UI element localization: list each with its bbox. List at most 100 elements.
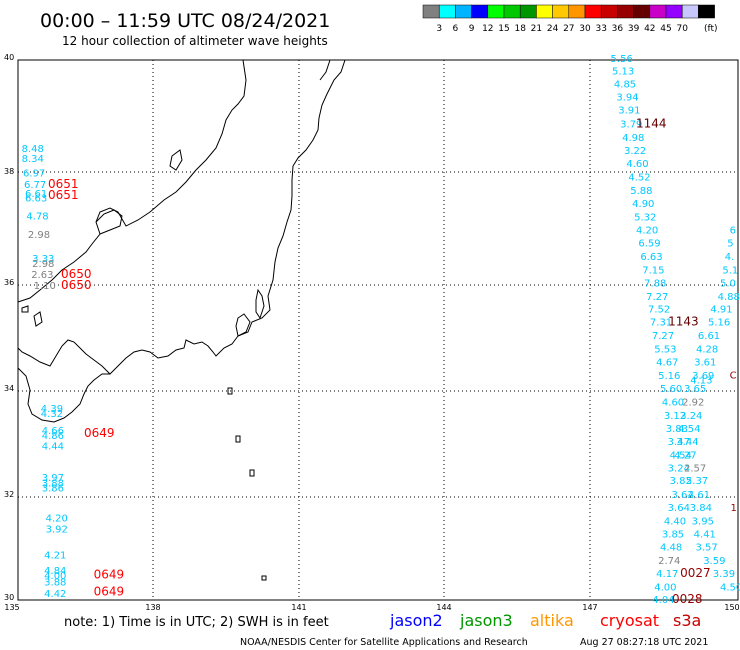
swh-value-label: 2.92 bbox=[682, 398, 704, 409]
legend-tick-label: 15 bbox=[498, 24, 509, 34]
legend-tick-label: 3 bbox=[436, 24, 442, 34]
swh-value-label: 6 bbox=[730, 225, 736, 236]
legend-swatch bbox=[438, 4, 456, 19]
swh-value-label: 6.77 bbox=[24, 180, 46, 191]
legend-tick-label: 9 bbox=[469, 24, 475, 34]
swh-value-label: 3.88 bbox=[44, 577, 66, 588]
legend-tick-label: 39 bbox=[628, 24, 640, 34]
swh-value-label: 3.24 bbox=[668, 463, 690, 474]
swh-value-label: 5.13 bbox=[612, 67, 634, 78]
legend-tick-label: 70 bbox=[676, 24, 688, 34]
lat-label-40: 40 bbox=[4, 53, 14, 62]
swh-value-label: 7.27 bbox=[652, 331, 674, 342]
legend-tick-label: 30 bbox=[579, 24, 591, 34]
legend-tick-label: 21 bbox=[531, 24, 542, 34]
swh-value-label: 4.61 bbox=[688, 490, 710, 501]
legend-swatch bbox=[584, 4, 602, 19]
swh-value-label: 3.39 bbox=[713, 569, 735, 580]
swh-value-label: 3.91 bbox=[618, 105, 640, 116]
pass-time-label: 1144 bbox=[636, 117, 667, 131]
lat-label-30: 30 bbox=[4, 593, 14, 602]
swh-value-label: 3.95 bbox=[692, 516, 714, 527]
map-frame bbox=[17, 59, 739, 601]
swh-value-label: C bbox=[730, 371, 737, 382]
swh-value-label: 3.57 bbox=[696, 542, 718, 553]
swh-value-label: 4.54 bbox=[678, 424, 700, 435]
swh-value-label: 4.90 bbox=[632, 199, 654, 210]
swh-value-label: 4.86 bbox=[42, 431, 64, 442]
legend-tick-label: 36 bbox=[612, 24, 624, 34]
aogashima-island bbox=[261, 575, 267, 581]
swh-value-label: 4.00 bbox=[654, 582, 676, 593]
swh-value-label: 5 bbox=[727, 238, 733, 249]
pass-time-label: 0650 bbox=[61, 278, 92, 292]
swh-value-label: 6.61 bbox=[698, 331, 720, 342]
satellite-s3a: s3a bbox=[673, 611, 701, 630]
swh-value-label: 3.82 bbox=[670, 476, 692, 487]
swh-value-label: 6.59 bbox=[638, 238, 660, 249]
lat-label-36: 36 bbox=[4, 278, 14, 287]
swh-value-label: 8.34 bbox=[22, 154, 44, 165]
awaji-island bbox=[33, 311, 43, 327]
swh-value-label: 5.56 bbox=[611, 54, 633, 65]
legend-swatch bbox=[617, 4, 634, 19]
satellite-jason3: jason3 bbox=[459, 611, 513, 630]
map-title: 00:00 – 11:59 UTC 08/24/2021 bbox=[40, 10, 330, 32]
swh-value-label: 3.22 bbox=[624, 146, 646, 157]
hokkaido-coast bbox=[319, 59, 331, 81]
swh-value-label: 3.64 bbox=[668, 503, 690, 514]
swh-value-label: 4.42 bbox=[44, 589, 66, 600]
swh-value-label: 6.63 bbox=[25, 193, 47, 204]
swh-value-label: 4.40 bbox=[664, 516, 686, 527]
lon-label-144: 144 bbox=[436, 603, 451, 612]
izu-peninsula-coast bbox=[235, 313, 251, 337]
legend-tick-label: 42 bbox=[644, 24, 655, 34]
pass-time-label: 0651 bbox=[48, 177, 79, 191]
pass-time-label: 1143 bbox=[668, 315, 699, 329]
swh-value-label: 4.04 bbox=[652, 595, 674, 606]
coastline bbox=[17, 59, 346, 581]
honshu-coast bbox=[17, 59, 346, 375]
swh-value-label: 4.20 bbox=[636, 225, 658, 236]
color-scale-legend: 3 6 9 12 15 18 21 24 27 30 33 36 39 42 45 70 bbox=[422, 4, 715, 34]
lat-label-32: 32 bbox=[4, 490, 14, 499]
satellite-altika: altika bbox=[530, 611, 574, 630]
lon-label-135: 135 bbox=[4, 603, 19, 612]
swh-value-label: 4.84 bbox=[44, 566, 66, 577]
swh-value-label: 3.92 bbox=[46, 525, 68, 536]
sea-of-japan-coast bbox=[17, 59, 247, 303]
swh-value-label: 1 bbox=[731, 503, 737, 514]
swh-value-label: 4.00 bbox=[44, 571, 66, 582]
swh-value-label: 2.98 bbox=[28, 230, 50, 241]
swh-value-label: 3.83 bbox=[666, 424, 688, 435]
swh-value-label: 3.86 bbox=[42, 483, 64, 494]
graticule bbox=[18, 60, 738, 600]
legend-tick-label: 27 bbox=[563, 24, 574, 34]
lat-axis: 40 38 36 34 32 30 bbox=[4, 53, 14, 602]
swh-value-label: 5.16 bbox=[658, 371, 680, 382]
legend-swatch bbox=[422, 4, 440, 19]
swh-value-label: 5.0 bbox=[720, 278, 736, 289]
pass-time-label: 0027 bbox=[680, 566, 711, 580]
swh-value-label: 4.32 bbox=[41, 409, 63, 420]
swh-value-label: 7.31 bbox=[650, 318, 672, 329]
lon-label-147: 147 bbox=[582, 603, 597, 612]
pass-time-label: 0649 bbox=[84, 426, 115, 440]
swh-value-label: 6.61 bbox=[25, 189, 47, 200]
legend-swatch bbox=[681, 4, 699, 19]
swh-value-label: 3.61 bbox=[694, 358, 716, 369]
legend-tick-label: 18 bbox=[514, 24, 526, 34]
swh-value-label: 4.85 bbox=[614, 80, 636, 91]
swh-value-label: 3.85 bbox=[662, 529, 684, 540]
swh-value-label: 4.52 bbox=[628, 172, 650, 183]
swh-value-label: 4.50 bbox=[720, 582, 740, 593]
swh-value-label: 4.54 bbox=[670, 451, 692, 462]
pass-time-label: 0649 bbox=[94, 585, 125, 599]
legend-swatch bbox=[698, 4, 715, 19]
swh-value-label: 3.62 bbox=[672, 490, 694, 501]
legend-swatch bbox=[487, 4, 505, 19]
lon-label-138: 138 bbox=[145, 603, 160, 612]
legend-tick-label: 33 bbox=[595, 24, 606, 34]
swh-value-label: 7.52 bbox=[648, 305, 670, 316]
